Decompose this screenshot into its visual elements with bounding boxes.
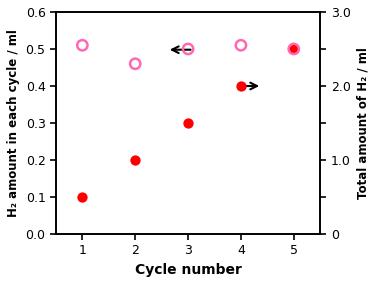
Point (132, 62, 138, 66)
Point (185, 121, 191, 125)
Point (238, 84, 244, 88)
Y-axis label: Total amount of H₂ / ml: Total amount of H₂ / ml (356, 47, 369, 199)
Point (291, 47, 297, 51)
Point (79, 195, 85, 199)
Point (238, 43, 244, 47)
Point (79, 43, 85, 47)
Point (185, 47, 191, 51)
Point (291, 47, 297, 51)
X-axis label: Cycle number: Cycle number (135, 263, 241, 277)
Point (132, 158, 138, 162)
Y-axis label: H₂ amount in each cycle / ml: H₂ amount in each cycle / ml (7, 29, 20, 217)
